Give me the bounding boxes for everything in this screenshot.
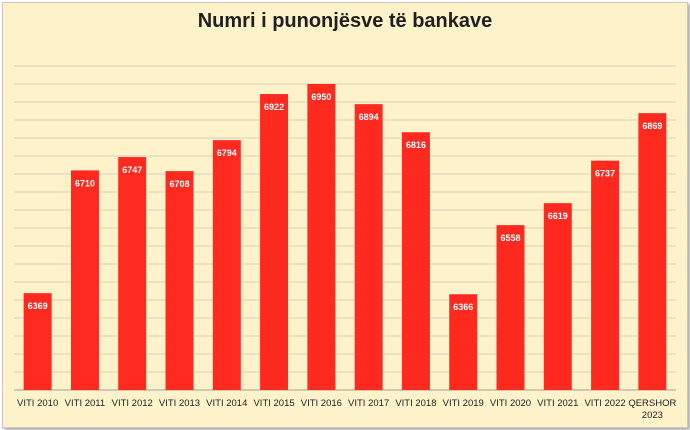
bar: [165, 171, 194, 390]
gridlines: [14, 65, 676, 391]
data-label: 6816: [406, 140, 426, 150]
bar: [118, 157, 147, 390]
category-label: VITI 2020: [490, 398, 531, 409]
bar: [70, 170, 99, 390]
bar: [638, 113, 667, 390]
category-label: VITI 2021: [537, 398, 578, 409]
data-label: 6369: [28, 301, 48, 311]
data-label: 6708: [169, 179, 189, 189]
chart-title: Numri i punonjësve të bankave: [197, 10, 493, 32]
category-label: VITI 2015: [253, 398, 294, 409]
category-label: VITI 2018: [395, 398, 436, 409]
category-label: VITI 2022: [584, 398, 625, 409]
bar: [449, 294, 478, 390]
data-label: 6619: [548, 211, 568, 221]
bar: [401, 132, 430, 391]
category-label: VITI 2011: [65, 398, 106, 409]
bar: [212, 140, 241, 390]
data-label: 6737: [595, 169, 615, 179]
data-label: 6950: [311, 92, 331, 102]
data-label: 6747: [122, 165, 142, 175]
category-labels: VITI 2010 VITI 2011 VITI 2012 VITI 2013 VITI…: [17, 398, 676, 421]
bar: [307, 84, 336, 390]
data-label: 6710: [75, 178, 95, 188]
bar: [496, 225, 525, 390]
bar: [591, 160, 620, 390]
data-label: 6794: [217, 148, 237, 158]
data-label: 6922: [264, 102, 284, 112]
bar: [260, 94, 289, 390]
data-label: 6366: [453, 302, 473, 312]
category-label: VITI 2017: [348, 398, 389, 409]
bar: [543, 203, 572, 390]
data-label: 6894: [359, 112, 379, 122]
data-labels: 6369 6710 6747 6708 6794 6922 6950 6894 6816 6366…: [28, 92, 663, 312]
category-label: VITI 2016: [301, 398, 342, 409]
bar: [354, 104, 383, 390]
category-label: VITI 2013: [159, 398, 200, 409]
bars: [23, 84, 667, 391]
category-label: VITI 2010: [17, 398, 58, 409]
category-label: VITI 2019: [443, 398, 484, 409]
bar: [23, 293, 52, 390]
data-label: 6558: [500, 233, 520, 243]
category-label: VITI 2014: [206, 398, 247, 409]
category-label: VITI 2012: [112, 398, 153, 409]
data-label: 6869: [642, 121, 662, 131]
category-label: QERSHOR 2023: [628, 398, 676, 421]
